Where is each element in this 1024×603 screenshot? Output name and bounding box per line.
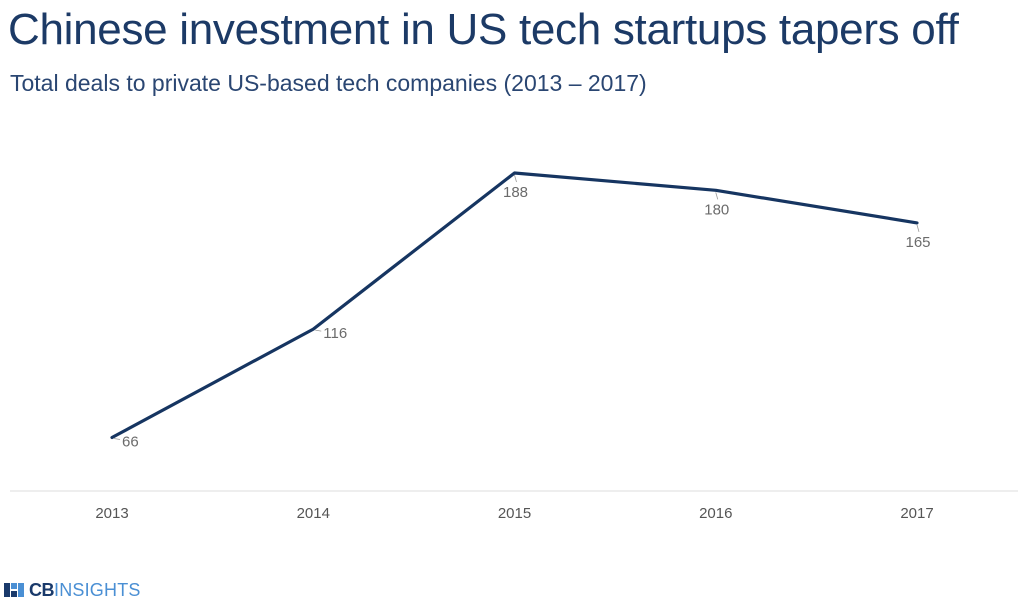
data-label-leader-2016 bbox=[715, 192, 719, 200]
chart-subtitle: Total deals to private US-based tech com… bbox=[10, 70, 647, 96]
x-tick-label-2014: 2014 bbox=[297, 505, 330, 522]
data-label-2016: 180 bbox=[704, 201, 729, 218]
x-tick-label-2013: 2013 bbox=[95, 505, 128, 522]
x-tick-label-2015: 2015 bbox=[498, 505, 531, 522]
data-label-2017: 165 bbox=[905, 234, 930, 251]
data-label-2014: 116 bbox=[323, 325, 347, 342]
data-labels: 66 116 188 180 165 bbox=[113, 174, 931, 451]
data-label-leader-2014 bbox=[315, 329, 322, 332]
cb-insights-logo: CB INSIGHTS bbox=[4, 579, 141, 601]
cb-insights-logo-icon bbox=[4, 583, 24, 597]
x-tick-label-2017: 2017 bbox=[900, 505, 933, 522]
x-tick-label-2016: 2016 bbox=[699, 505, 732, 522]
data-label-leader-2017 bbox=[916, 224, 920, 232]
x-axis: 2013 2014 2015 2016 2017 bbox=[10, 490, 1018, 522]
series-layer bbox=[110, 171, 919, 440]
series-line-total-deals bbox=[110, 171, 919, 440]
data-label-2015: 188 bbox=[503, 184, 528, 201]
data-label-leader-2013 bbox=[113, 438, 121, 440]
chart-title: Chinese investment in US tech startups t… bbox=[8, 5, 959, 54]
logo-text-light: INSIGHTS bbox=[54, 579, 141, 600]
data-label-leader-2015 bbox=[514, 174, 517, 183]
data-label-2013: 66 bbox=[122, 434, 139, 451]
logo-text-bold: CB bbox=[29, 579, 55, 600]
